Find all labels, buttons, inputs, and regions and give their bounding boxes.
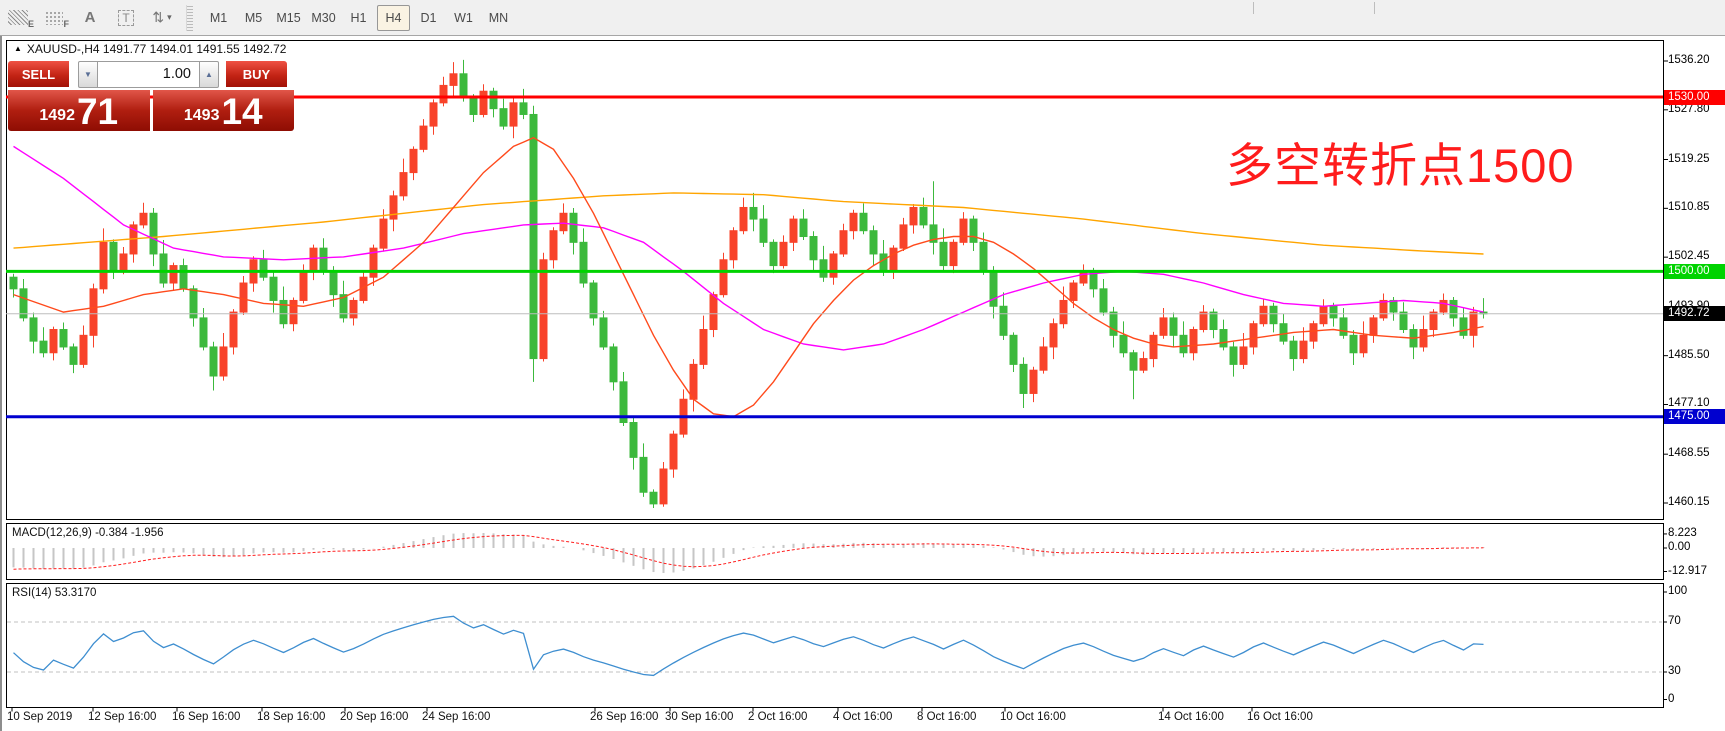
- rsi-axis-tick: 70: [1668, 615, 1681, 627]
- timeframe-h1-button[interactable]: H1: [350, 10, 367, 25]
- price-axis-tick: 1510.85: [1668, 201, 1710, 214]
- chart-annotation-text: 多空转折点1500: [1226, 139, 1575, 192]
- toolbar-separator: [1253, 2, 1254, 14]
- rsi-indicator-label: RSI(14) 53.3170: [12, 587, 97, 599]
- price-axis-tick: 1527.80: [1668, 102, 1710, 115]
- letter-a-icon[interactable]: A: [84, 9, 96, 26]
- buy-button[interactable]: BUY: [226, 61, 287, 88]
- price-axis-tick: 1460.15: [1668, 496, 1710, 508]
- time-axis-label: 10 Oct 16:00: [1000, 711, 1066, 723]
- one-click-trading-panel: SELL ▼ 1.00 ▲ BUY 1492 71 1493 14: [8, 61, 294, 131]
- current-price-label: 1492.72: [1664, 306, 1725, 322]
- time-axis-label: 20 Sep 16:00: [340, 711, 409, 723]
- timeframe-mn-button[interactable]: MN: [488, 10, 509, 25]
- time-axis-label: 8 Oct 16:00: [917, 711, 977, 723]
- price-axis-tick: 1477.10: [1668, 397, 1710, 410]
- price-line-label: 1530.00: [1664, 89, 1725, 105]
- time-axis-label: 18 Sep 16:00: [257, 711, 326, 723]
- sell-price-small: 1492: [39, 107, 75, 124]
- dots-glyph: F: [45, 10, 69, 29]
- price-axis-tick: 1502.45: [1668, 250, 1710, 263]
- price-axis-tick: 1468.55: [1668, 447, 1710, 460]
- time-axis-label: 24 Sep 16:00: [422, 711, 491, 723]
- crosshatch-e-icon[interactable]: E: [2, 4, 34, 32]
- rsi-axis-tick: 30: [1668, 665, 1681, 677]
- chart-symbol-title: ▲ XAUUSD-,H4 1491.77 1494.01 1491.55 1492…: [14, 42, 286, 56]
- timeframe-h4-button[interactable]: H4: [377, 4, 410, 31]
- price-axis-tick: 1536.20: [1668, 54, 1710, 66]
- time-axis-label: 2 Oct 16:00: [748, 711, 808, 723]
- window-left-border: [0, 36, 2, 731]
- trade-prices-row: 1492 71 1493 14: [8, 90, 294, 131]
- timeframe-m15-button[interactable]: M15: [276, 10, 301, 25]
- timeframe-m30-button[interactable]: M30: [311, 10, 336, 25]
- price-axis-tick: 1485.50: [1668, 348, 1710, 361]
- buy-price-display[interactable]: 1493 14: [152, 90, 294, 132]
- timeframe-w1-button[interactable]: W1: [454, 10, 473, 25]
- price-axis-tick: 1519.25: [1668, 152, 1710, 165]
- time-axis-label: 16 Sep 16:00: [172, 711, 241, 723]
- volume-decrease-button[interactable]: ▼: [78, 61, 98, 88]
- sell-button[interactable]: SELL: [8, 61, 69, 88]
- price-line-label: 1500.00: [1664, 263, 1725, 279]
- price-line-label: 1475.00: [1664, 409, 1725, 425]
- volume-input[interactable]: 1.00: [98, 61, 199, 88]
- caret-down-icon: ▼: [84, 70, 92, 79]
- time-axis-label: 12 Sep 16:00: [88, 711, 157, 723]
- trade-controls-row: SELL ▼ 1.00 ▲ BUY: [8, 61, 294, 88]
- dropdown-caret-icon: ▾: [167, 12, 172, 22]
- timeframe-m5-button[interactable]: M5: [244, 10, 263, 25]
- macd-axis-tick: 0.00: [1668, 541, 1691, 553]
- hatch-glyph: E: [8, 10, 34, 29]
- toolbar-drag-handle[interactable]: [186, 4, 193, 31]
- symbol-ohlc-text: XAUUSD-,H4 1491.77 1494.01 1491.55 1492.…: [26, 42, 287, 56]
- time-axis-label: 4 Oct 16:00: [833, 711, 893, 723]
- toolbar-separator: [1374, 2, 1375, 14]
- text-frame-icon[interactable]: T: [110, 4, 142, 32]
- time-axis-label: 30 Sep 16:00: [665, 711, 734, 723]
- time-axis-label: 14 Oct 16:00: [1158, 711, 1224, 723]
- volume-increase-button[interactable]: ▲: [199, 61, 219, 88]
- macd-indicator-label: MACD(12,26,9) -0.384 -1.956: [12, 527, 164, 539]
- time-axis-label: 16 Oct 16:00: [1247, 711, 1313, 723]
- buy-price-big: 14: [221, 90, 263, 132]
- sell-price-big: 71: [76, 90, 119, 132]
- time-axis-label: 10 Sep 2019: [7, 711, 73, 723]
- buy-price-small: 1493: [183, 107, 220, 124]
- toolbar: E F A T ⇅ ▾ M1 M5 M15 M30 H1 H4 D1 W1 MN: [0, 0, 1725, 36]
- timeframe-m1-button[interactable]: M1: [209, 10, 228, 25]
- collapse-triangle-icon: ▲: [14, 44, 22, 53]
- rsi-axis-tick: 0: [1668, 692, 1675, 705]
- time-axis-label: 26 Sep 16:00: [590, 711, 659, 723]
- dot-grid-f-icon[interactable]: F: [38, 4, 70, 32]
- timeframe-d1-button[interactable]: D1: [420, 10, 437, 25]
- sell-price-display[interactable]: 1492 71: [8, 90, 150, 131]
- caret-up-icon: ▲: [205, 70, 213, 79]
- macd-axis-tick: -12.917: [1668, 564, 1708, 577]
- rsi-axis-tick: 100: [1668, 585, 1688, 597]
- cycle-arrows-icon[interactable]: ⇅ ▾: [152, 9, 172, 25]
- macd-axis-tick: 8.223: [1668, 526, 1697, 539]
